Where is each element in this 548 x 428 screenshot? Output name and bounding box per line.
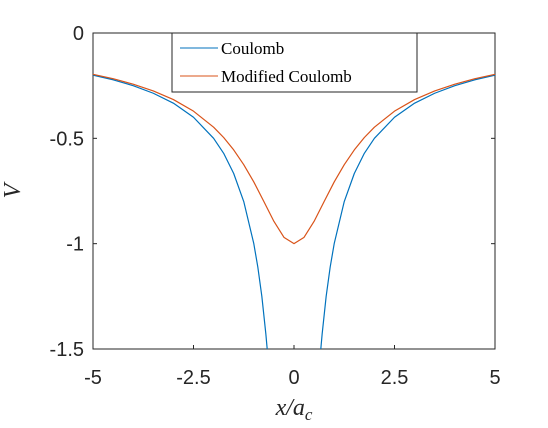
- series-layer: [92, 73, 496, 350]
- x-axis-label: x/ac: [275, 395, 313, 424]
- y-tick-label: -1: [66, 234, 84, 256]
- x-tick-label: -2.5: [176, 367, 210, 389]
- series-line-coulomb: [92, 74, 496, 350]
- legend-label-modified-coulomb: Modified Coulomb: [221, 67, 352, 86]
- series-line-modified-coulomb: [92, 73, 496, 245]
- axis-ticks: -5 -2.5 0 2.5 5 0 -0.5 -1 -1.5: [50, 23, 501, 389]
- x-tick-label: -5: [84, 367, 102, 389]
- x-tick-label: 0: [288, 367, 299, 389]
- legend: Coulomb Modified Coulomb: [171, 32, 418, 93]
- y-axis-label: V: [0, 181, 26, 198]
- legend-label-coulomb: Coulomb: [221, 39, 284, 58]
- x-tick-label: 5: [489, 367, 500, 389]
- x-tick-label: 2.5: [381, 367, 409, 389]
- y-tick-label: -0.5: [50, 128, 84, 150]
- y-tick-label: -1.5: [50, 339, 84, 361]
- legend-box: [171, 32, 418, 93]
- y-tick-label: 0: [73, 23, 84, 45]
